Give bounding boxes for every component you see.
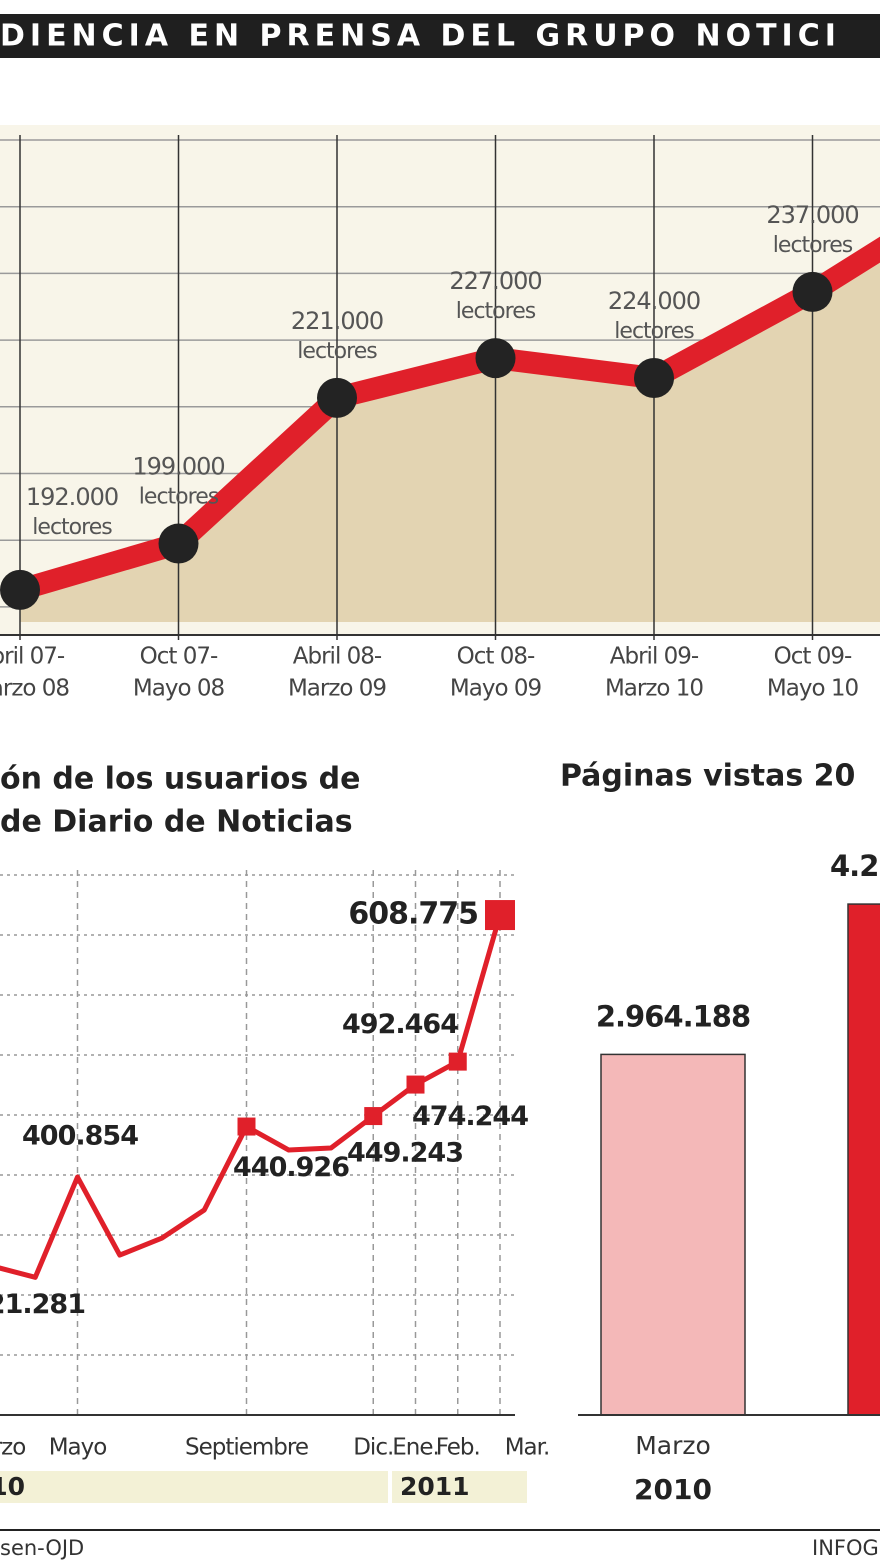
year-band (392, 1471, 527, 1503)
x-tick-label: Abril 07- (0, 644, 65, 670)
marker (475, 338, 516, 379)
data-label: 474.244 (412, 1101, 528, 1132)
data-label: 224.000 (608, 287, 700, 315)
data-label: 192.000 (26, 483, 118, 511)
x-tick-label: Oct 07- (140, 644, 218, 670)
x-tick-label: Feb. (436, 1435, 480, 1461)
x-tick-label: Marzo (635, 1431, 711, 1460)
data-label: 237.000 (766, 201, 858, 229)
marker (317, 377, 357, 418)
x-tick-label: Mayo (49, 1435, 107, 1461)
x-tick-label: Marzo 10 (605, 676, 703, 702)
marker (364, 1107, 383, 1126)
data-label: 608.775 (348, 897, 478, 932)
x-tick-label: Ene. (392, 1435, 439, 1461)
chart-title: ón de los usuarios de (0, 762, 361, 797)
marker (0, 569, 40, 610)
year-label: 2010 (634, 1473, 712, 1506)
data-label: 321.281 (0, 1289, 85, 1320)
data-label-unit: lectores (614, 319, 694, 344)
data-label: 2.964.188 (596, 999, 750, 1033)
data-label-unit: lectores (456, 299, 536, 324)
x-tick-label: Marzo 09 (288, 676, 386, 702)
chart-title: de Diario de Noticias (0, 805, 353, 840)
data-label-unit: lectores (773, 233, 853, 258)
x-tick-label: Septiembre (185, 1435, 308, 1461)
x-tick-label: Mayo 10 (767, 676, 859, 702)
data-label-unit: lectores (32, 515, 112, 540)
data-label: 227.000 (449, 267, 541, 295)
x-tick-label: Mar. (505, 1435, 550, 1461)
data-label: 440.926 (233, 1152, 349, 1183)
data-label-unit: lectores (297, 339, 377, 364)
bar (600, 1053, 746, 1416)
year-label: 2011 (400, 1472, 470, 1501)
line (0, 914, 503, 1280)
year-label: 2010 (0, 1472, 25, 1501)
data-label: 400.854 (22, 1121, 138, 1152)
marker (237, 1117, 256, 1136)
marker (792, 271, 833, 312)
x-tick-label: Mayo 09 (450, 676, 542, 702)
data-label: 449.243 (347, 1138, 463, 1169)
data-label: 492.464 (342, 1009, 458, 1040)
data-label: 221.000 (291, 307, 383, 335)
chart-title: DIENCIA EN PRENSA DEL GRUPO NOTICI (0, 19, 841, 54)
x-tick-label: Marzo 08 (0, 676, 69, 702)
marker (485, 900, 515, 931)
year-band (0, 1471, 388, 1503)
x-tick-label: Oct 09- (774, 644, 852, 670)
source: sen-OJD (0, 1536, 84, 1560)
data-label-unit: lectores (139, 485, 219, 510)
x-tick-label: Oct 08- (457, 644, 535, 670)
marker (158, 523, 199, 564)
x-tick-label: Marzo (0, 1435, 25, 1461)
chart-title: Páginas vistas 20 (560, 759, 855, 794)
data-label: 4.2 (830, 849, 878, 883)
marker (448, 1052, 467, 1071)
x-tick-label: Abril 08- (293, 644, 382, 670)
x-tick-label: Dic. (353, 1435, 393, 1461)
title-bar (0, 14, 880, 58)
x-tick-label: Mayo 08 (133, 676, 225, 702)
area (20, 249, 880, 622)
x-tick-label: Abril 09- (610, 644, 699, 670)
credit: INFOG (812, 1536, 879, 1560)
marker (634, 358, 674, 399)
bar (847, 903, 880, 1416)
marker (406, 1075, 425, 1094)
data-label: 199.000 (132, 453, 224, 481)
